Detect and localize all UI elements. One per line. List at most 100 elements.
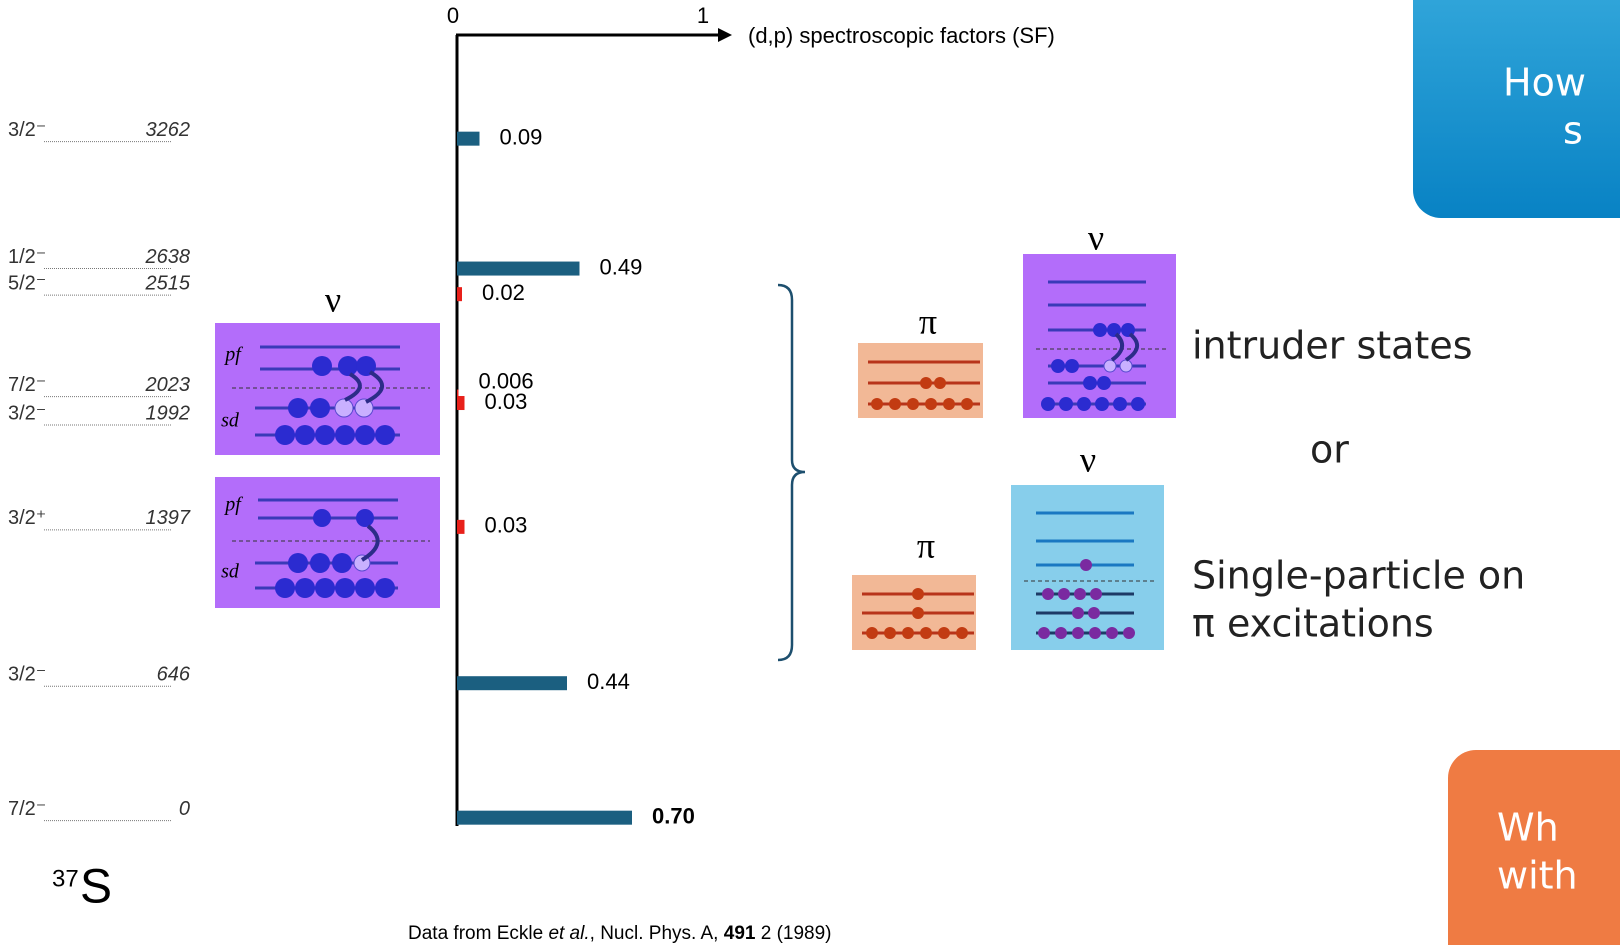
nucleon [1083,376,1097,390]
nucleon [1097,376,1111,390]
diagram-label: ν [325,279,341,319]
bar [457,287,462,302]
level-energy: 3262 [146,119,191,141]
citation-part: et al. [548,923,589,944]
diagram-label: pf [223,344,243,366]
nucleon [355,425,375,445]
bar [457,810,632,825]
nucleon [312,356,332,376]
nucleon [1113,397,1127,411]
nucleon [1038,627,1050,639]
bar [457,396,465,411]
excitation-arrow [344,372,362,402]
annotation: intruder states [1192,324,1473,368]
nucleon [288,398,308,418]
nucleon [925,398,937,410]
nucleon [310,553,330,573]
nucleon [1095,397,1109,411]
x-tick-label: 1 [697,3,709,28]
level-spin: 7/2⁻ [8,374,46,396]
excitation-arrow [365,370,384,404]
nucleus-symbol: S [80,861,112,914]
level-spin: 5/2⁻ [8,272,46,294]
bar [457,676,567,691]
nucleon [912,607,924,619]
nucleon [912,588,924,600]
nucleon [1131,397,1145,411]
nucleon [1088,607,1100,619]
diagram-label: π [917,525,935,565]
nucleon [1058,588,1070,600]
nucleon [902,627,914,639]
value-label: 0.44 [587,669,630,694]
nucleon [310,398,330,418]
diagram-label: pf [223,494,243,516]
nucleon [334,398,354,418]
value-label: 0.49 [600,254,643,279]
nucleon [920,377,932,389]
nucleon [1072,607,1084,619]
nucleon [1072,627,1084,639]
annotation: or [1310,428,1349,472]
nucleon [313,509,331,527]
nucleon [335,425,355,445]
nucleon [375,578,395,598]
nucleon [866,627,878,639]
nucleon [354,398,374,418]
nucleon [943,398,955,410]
callout-text: Wh [1497,806,1559,850]
level-energy: 1397 [146,507,191,529]
nucleus-mass: 37 [52,865,79,892]
nucleon [295,578,315,598]
annotation: π excitations [1192,602,1434,646]
nucleon [1074,588,1086,600]
callout-box [1413,0,1620,218]
nucleon [275,425,295,445]
nucleon [1123,627,1135,639]
nucleon [934,377,946,389]
nucleon [1077,397,1091,411]
level-energy: 0 [179,798,190,820]
nucleon [1119,359,1133,373]
citation-part: , Nucl. Phys. A, [590,923,724,944]
level-spin: 3/2⁻ [8,119,46,141]
excitation-arrow [1124,332,1139,362]
citation-part: 2 (1989) [755,923,831,944]
nucleon [1059,397,1073,411]
value-label: 0.006 [479,368,534,393]
nucleon [355,578,375,598]
annotation: Single-particle on [1192,554,1525,598]
nucleon [871,398,883,410]
orbital-diagrams: ν pf sd pf sd π ν π ν [215,217,1176,650]
axis-arrow [718,28,732,42]
x-axis-label: (d,p) spectroscopic factors (SF) [748,23,1055,48]
diagram-label: sd [221,561,240,583]
diagram-label: ν [1080,439,1096,479]
nucleon [1080,559,1092,571]
nucleon [938,627,950,639]
bar [457,389,459,404]
nucleon [288,553,308,573]
excitation-arrow [360,524,380,562]
nucleon [356,509,374,527]
nucleon [1055,627,1067,639]
value-label: 0.09 [500,124,543,149]
nucleon [889,398,901,410]
level-spin: 3/2⁻ [8,663,46,685]
level-energy: 2515 [145,272,191,294]
nucleon [1106,627,1118,639]
callout-box [1448,750,1620,945]
nucleon [1090,588,1102,600]
bar [457,131,480,146]
nucleon [1103,359,1117,373]
level-energy: 646 [157,663,191,685]
x-tick-label: 0 [447,3,459,28]
value-label: 0.02 [482,280,525,305]
nucleon [275,578,295,598]
diagram-label: π [919,301,937,341]
nucleon [920,627,932,639]
nucleon [1041,397,1055,411]
nucleon [1089,627,1101,639]
